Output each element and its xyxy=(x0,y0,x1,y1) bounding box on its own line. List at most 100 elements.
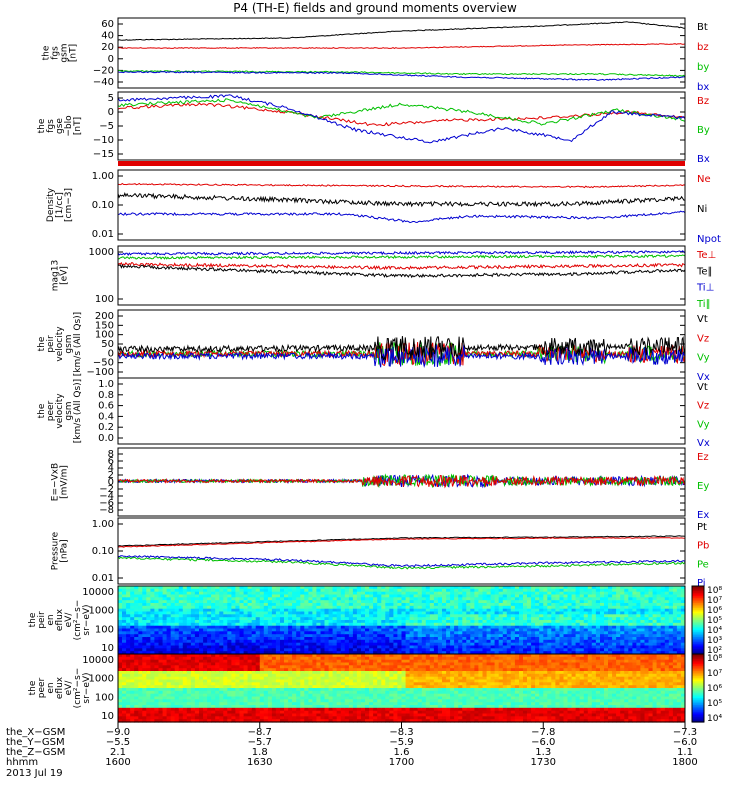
spectrogram-cell xyxy=(118,665,123,669)
spectrogram-cell xyxy=(243,671,249,675)
spectrogram-cell xyxy=(199,688,204,692)
spectrogram-cell xyxy=(591,605,597,610)
spectrogram-cell xyxy=(231,713,236,717)
spectrogram-cell xyxy=(616,605,621,610)
spectrogram-cell xyxy=(138,597,143,601)
spectrogram-cell xyxy=(514,645,520,649)
spectrogram-cell xyxy=(328,671,334,675)
spectrogram-cell xyxy=(118,614,123,618)
spectrogram-cell xyxy=(150,685,155,689)
spectrogram-cell xyxy=(433,639,439,644)
spectrogram-cell xyxy=(676,611,682,615)
spectrogram-cell xyxy=(450,628,455,632)
spectrogram-cell xyxy=(235,597,240,601)
spectrogram-cell xyxy=(146,668,151,672)
spectrogram-cell xyxy=(490,617,496,621)
spectrogram-cell xyxy=(344,603,350,607)
spectrogram-cell xyxy=(385,617,390,621)
spectrogram-cell xyxy=(227,688,232,692)
spectrogram-cell xyxy=(178,651,184,655)
spectrogram-cell xyxy=(425,648,431,652)
spectrogram-cell xyxy=(506,617,512,621)
spectrogram-cell xyxy=(207,600,212,604)
spectrogram-cell xyxy=(267,685,273,689)
spectrogram-cell xyxy=(361,620,366,624)
spectrogram-cell xyxy=(567,631,573,635)
spectrogram-cell xyxy=(288,625,293,630)
spectrogram-cell xyxy=(235,628,240,632)
spectrogram-cell xyxy=(348,605,354,610)
spectrogram-cell xyxy=(595,628,601,632)
spectrogram-cell xyxy=(336,645,342,649)
spectrogram-cell xyxy=(652,645,658,649)
series-line-Bt xyxy=(117,21,685,41)
spectrogram-cell xyxy=(470,611,475,615)
spectrogram-cell xyxy=(652,622,658,627)
spectrogram-cell xyxy=(190,693,196,698)
spectrogram-cell xyxy=(680,628,686,632)
spectrogram-cell xyxy=(219,605,224,610)
spectrogram-cell xyxy=(328,719,334,723)
spectrogram-cell xyxy=(413,637,419,641)
spectrogram-cell xyxy=(328,679,334,683)
spectrogram-cell xyxy=(308,665,313,669)
spectrogram-cell xyxy=(397,605,402,610)
spectrogram-cell xyxy=(304,679,309,683)
spectrogram-cell xyxy=(672,642,678,647)
spectrogram-cell xyxy=(636,608,641,613)
spectrogram-cell xyxy=(591,634,597,638)
spectrogram-cell xyxy=(154,702,159,706)
spectrogram-cell xyxy=(178,676,184,681)
spectrogram-cell xyxy=(138,679,143,683)
spectrogram-cell xyxy=(178,662,184,666)
spectrogram-cell xyxy=(150,634,155,638)
spectrogram-cell xyxy=(170,676,176,681)
spectrogram-cell xyxy=(369,620,374,624)
spectrogram-cell xyxy=(365,603,370,607)
spectrogram-cell xyxy=(227,625,232,630)
spectrogram-cell xyxy=(332,662,338,666)
spectrogram-cell xyxy=(624,637,629,641)
spectrogram-cell xyxy=(146,611,151,615)
spectrogram-cell xyxy=(194,699,200,703)
spectrogram-cell xyxy=(328,628,334,632)
spectrogram-cell xyxy=(442,614,447,618)
spectrogram-cell xyxy=(280,634,285,638)
spectrogram-cell xyxy=(296,591,301,596)
spectrogram-cell xyxy=(652,608,658,613)
spectrogram-cell xyxy=(616,614,621,618)
spectrogram-cell xyxy=(154,586,159,590)
spectrogram-cell xyxy=(166,611,172,615)
spectrogram-cell xyxy=(304,716,309,720)
spectrogram-cell xyxy=(648,608,654,613)
spectrogram-cell xyxy=(182,622,188,627)
spectrogram-cell xyxy=(332,693,338,698)
spectrogram-cell xyxy=(324,673,330,678)
spectrogram-cell xyxy=(417,586,423,590)
spectrogram-cell xyxy=(551,597,556,601)
spectrogram-cell xyxy=(409,634,415,638)
spectrogram-cell xyxy=(174,662,180,666)
spectrogram-cell xyxy=(239,662,245,666)
spectrogram-cell xyxy=(271,631,277,635)
spectrogram-cell xyxy=(194,668,200,672)
spectrogram-cell xyxy=(150,690,155,695)
spectrogram-cell xyxy=(433,634,439,638)
spectrogram-cell xyxy=(486,588,492,593)
spectrogram-cell xyxy=(231,603,236,607)
spectrogram-cell xyxy=(267,637,273,641)
spectrogram-cell xyxy=(433,651,439,655)
spectrogram-cell xyxy=(158,685,164,689)
spectrogram-cell xyxy=(186,702,192,706)
spectrogram-cell xyxy=(417,642,423,647)
spectrogram-cell xyxy=(251,656,257,661)
spectrogram-cell xyxy=(271,685,277,689)
spectrogram-cell xyxy=(555,628,560,632)
spectrogram-cell xyxy=(211,617,216,621)
spectrogram-cell xyxy=(308,676,313,681)
spectrogram-cell xyxy=(199,637,204,641)
spectrogram-cell xyxy=(178,634,184,638)
spectrogram-cell xyxy=(203,620,208,624)
spectrogram-cell xyxy=(227,628,232,632)
spectrogram-cell xyxy=(361,651,366,655)
